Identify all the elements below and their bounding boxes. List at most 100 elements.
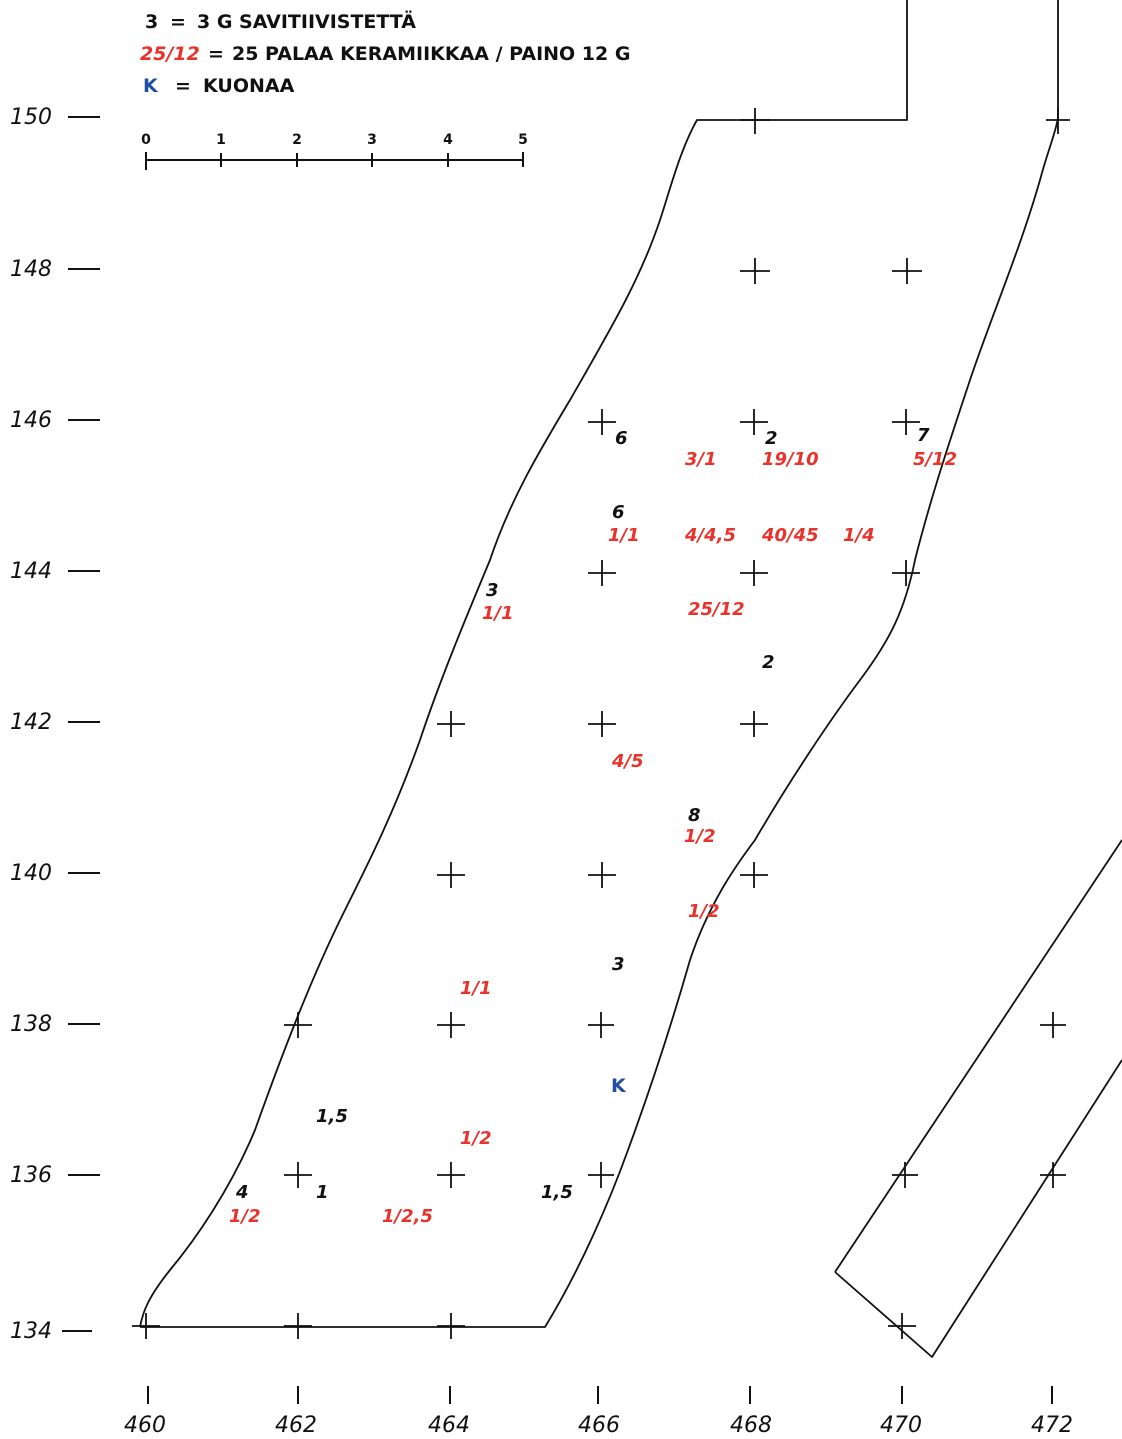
grid-cross xyxy=(892,258,922,284)
slag-label: K xyxy=(611,1075,627,1097)
legend-clay-key: 3 xyxy=(145,11,158,33)
grid-cross xyxy=(284,1012,312,1038)
finds-red: 3/1 19/10 5/12 1/1 4/4,5 40/45 1/4 1/1 2… xyxy=(229,449,957,1227)
legend-clay-eq: = xyxy=(170,11,186,33)
grid-cross xyxy=(588,711,616,737)
adjacent-trench-outline xyxy=(834,839,1122,1358)
scale-label: 1 xyxy=(216,132,226,148)
ceramics-label: 1/1 xyxy=(460,978,492,999)
legend-ceramics-text: 25 PALAA KERAMIIKKAA / PAINO 12 G xyxy=(232,43,630,65)
ceramics-label: 1/1 xyxy=(608,525,640,546)
y-axis-label: 148 xyxy=(10,257,52,282)
grid-cross xyxy=(740,258,770,284)
ceramics-label: 40/45 xyxy=(761,525,819,546)
legend-slag-text: KUONAA xyxy=(203,75,295,97)
clay-label: 2 xyxy=(765,428,778,449)
scale-label: 2 xyxy=(292,132,302,148)
grid-cross xyxy=(588,560,616,586)
grid-cross xyxy=(892,1162,918,1188)
clay-label: 1 xyxy=(316,1182,329,1203)
grid-cross xyxy=(1040,1162,1066,1188)
legend-ceramics-key: 25/12 xyxy=(140,43,200,65)
clay-label: 3 xyxy=(612,954,625,975)
grid-cross xyxy=(892,560,920,586)
ceramics-label: 5/12 xyxy=(913,449,957,470)
clay-label: 2 xyxy=(762,652,775,673)
grid-cross xyxy=(740,862,768,888)
x-axis-label: 472 xyxy=(1031,1413,1073,1438)
ceramics-label: 4/4,5 xyxy=(684,525,736,546)
x-axis-label: 462 xyxy=(275,1413,317,1438)
y-axis-label: 144 xyxy=(10,559,52,584)
grid-cross xyxy=(1040,1012,1066,1038)
excavation-trench-outline xyxy=(139,0,1059,1328)
ceramics-label: 1/2 xyxy=(229,1206,261,1227)
clay-label: 1,5 xyxy=(316,1106,348,1127)
ceramics-label: 1/2,5 xyxy=(382,1206,433,1227)
grid-cross xyxy=(892,409,920,435)
legend-ceramics-eq: = xyxy=(208,43,224,65)
x-axis: 460 462 464 466 468 470 472 xyxy=(124,1413,1073,1438)
y-axis-label: 140 xyxy=(10,861,52,886)
x-axis-label: 464 xyxy=(428,1413,470,1438)
legend-slag-key: K xyxy=(143,75,159,97)
clay-label: 4 xyxy=(235,1182,249,1203)
clay-label: 7 xyxy=(917,425,930,446)
grid-cross xyxy=(588,1162,614,1188)
legend-clay-text: 3 G SAVITIIVISTETTÄ xyxy=(197,9,416,33)
legend: 3 = 3 G SAVITIIVISTETTÄ 25/12 = 25 PALAA… xyxy=(140,9,630,97)
grid-cross xyxy=(888,1313,916,1339)
grid-cross xyxy=(437,1162,465,1188)
ceramics-label: 1/4 xyxy=(843,525,875,546)
x-axis-label: 468 xyxy=(730,1413,772,1438)
grid-cross xyxy=(740,409,768,435)
scale-label: 5 xyxy=(518,132,528,148)
ceramics-label: 1/2 xyxy=(688,901,720,922)
ceramics-label: 4/5 xyxy=(611,751,644,772)
x-axis-label: 470 xyxy=(880,1413,922,1438)
ceramics-label: 19/10 xyxy=(762,449,819,470)
legend-slag-eq: = xyxy=(175,75,191,97)
grid-cross xyxy=(740,108,770,134)
finds-black: 6 2 7 6 3 2 8 3 1,5 4 1 1,5 xyxy=(235,425,930,1203)
x-axis-label: 460 xyxy=(124,1413,166,1438)
grid-cross xyxy=(437,862,465,888)
y-axis: 150 148 146 144 142 140 138 136 134 xyxy=(10,105,52,1344)
y-axis-label: 134 xyxy=(10,1319,52,1344)
x-axis-ticks xyxy=(147,1386,1053,1404)
clay-label: 6 xyxy=(612,502,625,523)
finds-blue: K xyxy=(611,1075,627,1097)
clay-label: 3 xyxy=(486,580,499,601)
grid-cross xyxy=(740,560,768,586)
y-axis-label: 142 xyxy=(10,710,52,735)
clay-label: 1,5 xyxy=(541,1182,573,1203)
grid-crosses xyxy=(132,108,1070,1339)
grid-cross xyxy=(437,1012,465,1038)
grid-cross xyxy=(284,1162,312,1188)
grid-cross xyxy=(437,1313,465,1339)
grid-cross xyxy=(588,1012,614,1038)
grid-cross xyxy=(1046,108,1070,134)
grid-cross xyxy=(740,711,768,737)
scale-label: 4 xyxy=(443,132,453,148)
ceramics-label: 3/1 xyxy=(685,449,717,470)
clay-label: 8 xyxy=(688,805,701,826)
ceramics-label: 1/2 xyxy=(460,1128,492,1149)
y-axis-label: 138 xyxy=(10,1012,52,1037)
scale-label: 0 xyxy=(141,132,151,148)
scale-bar xyxy=(145,152,524,170)
clay-label: 6 xyxy=(615,428,628,449)
y-axis-label: 136 xyxy=(10,1163,52,1188)
x-axis-label: 466 xyxy=(578,1413,620,1438)
ceramics-label: 25/12 xyxy=(688,599,745,620)
grid-cross xyxy=(284,1313,312,1339)
y-axis-dashes xyxy=(62,116,100,1332)
grid-cross xyxy=(588,409,616,435)
y-axis-label: 146 xyxy=(10,408,52,433)
ceramics-label: 1/2 xyxy=(684,826,716,847)
grid-cross xyxy=(588,862,616,888)
ceramics-label: 1/1 xyxy=(482,603,514,624)
y-axis-label: 150 xyxy=(10,105,52,130)
scale-label: 3 xyxy=(367,132,377,148)
